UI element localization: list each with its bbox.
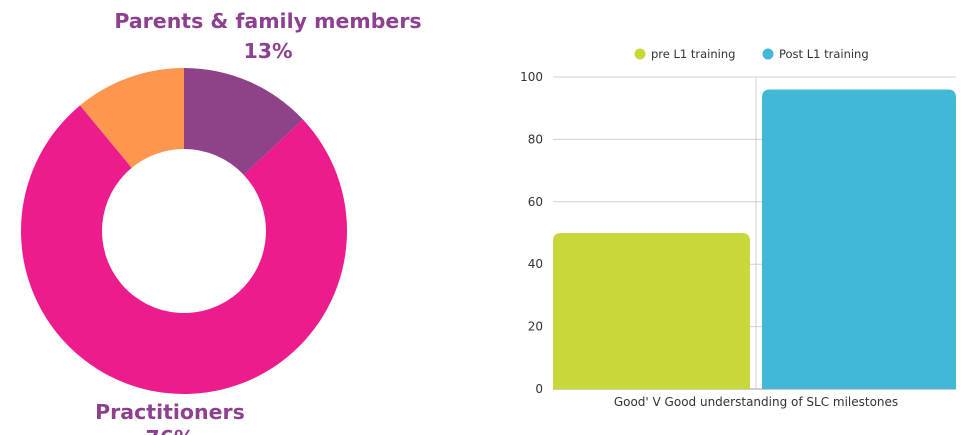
y-tick-label: 60 [528,195,543,209]
donut-slices [21,68,347,395]
legend-swatch-post [762,48,774,60]
slice-value-parents: 13% [243,39,292,63]
legend-swatch-pre [634,48,646,60]
legend-label-post: Post L1 training [779,47,869,61]
legend: pre L1 training Post L1 training [634,47,869,61]
bar-chart: 0 20 40 60 80 100 Good' V Good understanding … [520,47,956,409]
donut-slice-1 [21,105,347,395]
y-tick-label: 80 [528,132,543,146]
legend-label-pre: pre L1 training [651,47,735,61]
y-tick-label: 20 [528,320,543,334]
donut-slice-0 [184,68,303,175]
slice-label-parents: Parents & family members [114,9,421,33]
slice-label-practitioners: Practitioners [95,400,245,424]
y-tick-label: 40 [528,257,543,271]
y-tick-label: 100 [520,70,543,84]
y-tick-label: 0 [535,382,543,396]
slice-value-practitioners: 76% [145,426,194,435]
y-axis-ticks: 0 20 40 60 80 100 [520,70,543,396]
bars [553,89,956,389]
x-category-label: Good' V Good understanding of SLC milest… [614,395,898,409]
donut-slice-2 [80,68,184,168]
donut-chart: Parents & family members 13% Practitione… [21,9,422,435]
bar-pre [553,233,750,389]
bar-post [762,89,956,389]
